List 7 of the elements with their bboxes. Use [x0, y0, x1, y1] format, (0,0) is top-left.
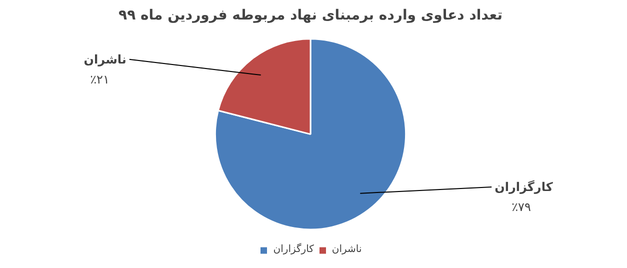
- chart-title: تعداد دعاوی وارده برمبنای نهاد مربوطه فروردین ماه ۹۹: [118, 8, 502, 24]
- legend-label: کارگزاران: [273, 244, 314, 255]
- data-label: ٪۲۱: [90, 72, 110, 86]
- legend-label: ناشران: [332, 244, 362, 255]
- data-label: ٪۷۹: [512, 200, 531, 214]
- slice-label: کارگزاران: [494, 180, 553, 194]
- slice-label: ناشران: [84, 52, 126, 66]
